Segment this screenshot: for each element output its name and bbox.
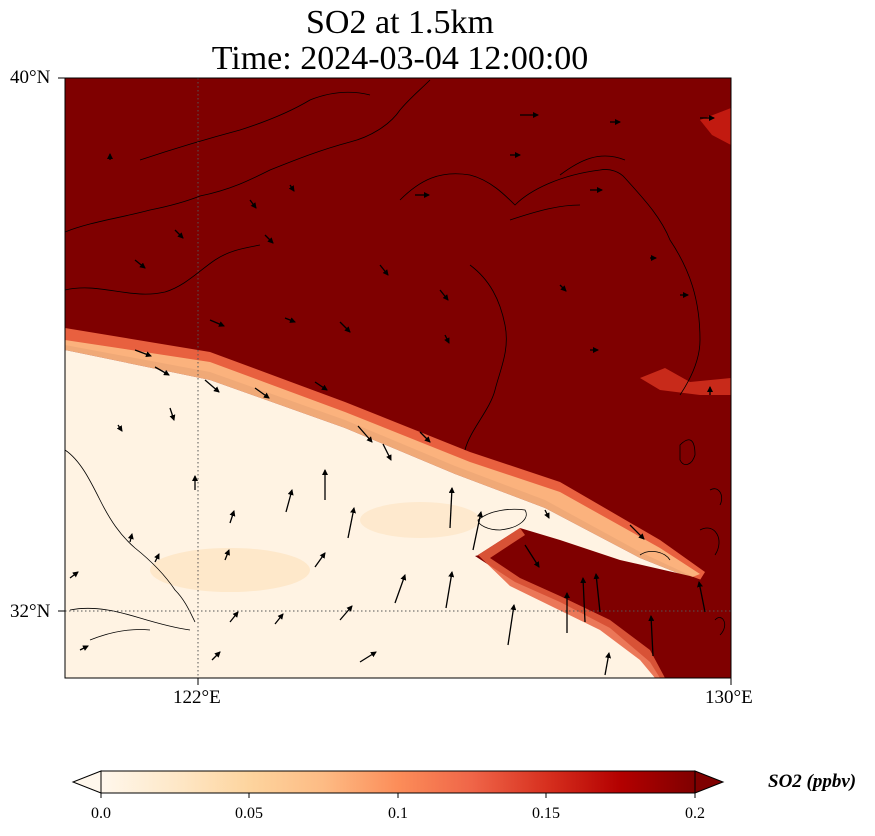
coastlines — [65, 79, 726, 641]
colorbar-tick-label: 0.2 — [685, 805, 705, 822]
so2-patch — [700, 108, 731, 145]
wind-arrow — [285, 489, 294, 513]
wind-arrow — [254, 387, 270, 399]
map-title-line1: SO2 at 1.5km — [306, 4, 494, 41]
wind-arrow — [507, 604, 517, 646]
map-frame — [64, 77, 732, 679]
wind-arrow — [444, 334, 450, 344]
wind-arrow — [697, 581, 706, 613]
wind-arrow — [274, 613, 284, 625]
wind-arrow — [604, 652, 612, 676]
wind-arrow — [439, 289, 449, 301]
wind-arrow — [339, 605, 353, 621]
wind-arrow — [154, 553, 160, 563]
wind-arrow — [229, 510, 236, 524]
colorbar-gradient — [101, 771, 695, 793]
wind-arrow — [648, 615, 655, 657]
wind-arrow — [116, 424, 123, 432]
wind-arrow — [593, 573, 601, 613]
so2-faint-patch — [150, 548, 310, 592]
lon-label-122e: 122°E — [173, 687, 221, 708]
wind-arrow — [229, 611, 239, 623]
wind-arrow — [382, 443, 392, 461]
wind-arrow — [347, 507, 356, 539]
wind-arrow — [127, 533, 134, 543]
wind-arrow — [264, 234, 274, 244]
wind-arrow — [174, 229, 184, 239]
wind-arrow — [249, 199, 257, 209]
lat-label-40n: 40°N — [10, 67, 51, 88]
wind-arrow — [154, 366, 170, 376]
colorbar-extend-min — [71, 770, 102, 794]
colorbar-tick-label: 0.05 — [235, 805, 263, 822]
wind-arrow — [445, 571, 455, 609]
wind-arrow — [211, 651, 221, 661]
so2-tongue-edge — [478, 528, 665, 678]
wind-arrow — [544, 509, 550, 519]
wind-arrow — [169, 407, 176, 421]
wind-arrow — [379, 264, 389, 276]
lat-label-32n: 32°N — [10, 601, 51, 622]
wind-arrow — [339, 321, 351, 333]
wind-arrow — [314, 381, 328, 391]
wind-arrow — [134, 349, 152, 358]
wind-arrow — [224, 549, 230, 561]
colorbar-extend-max — [694, 770, 725, 794]
lon-label-130e: 130°E — [705, 687, 753, 708]
wind-arrow — [288, 184, 295, 192]
colorbar-tick-label: 0.1 — [388, 805, 408, 822]
wind-arrow — [69, 571, 79, 579]
so2-faint-patch — [360, 502, 480, 538]
wind-arrow — [209, 319, 225, 327]
map-title-line2: Time: 2024-03-04 12:00:00 — [211, 40, 589, 77]
so2-high-tongue — [478, 528, 731, 678]
wind-arrow — [419, 431, 431, 443]
map-panel — [65, 78, 731, 678]
wind-arrow — [580, 577, 587, 623]
wind-arrow — [359, 651, 377, 663]
wind-arrow — [524, 544, 540, 568]
wind-arrow — [448, 487, 455, 529]
colorbar — [71, 770, 725, 798]
wind-vectors — [69, 112, 715, 676]
wind-arrow — [284, 317, 296, 323]
wind-arrow — [629, 524, 645, 540]
wind-arrow — [559, 284, 567, 292]
colorbar-tick-label: 0.0 — [91, 805, 111, 822]
wind-arrow — [394, 574, 407, 604]
wind-arrow — [79, 645, 89, 651]
wind-arrow — [134, 259, 146, 269]
colorbar-tick-label: 0.15 — [532, 805, 560, 822]
wind-arrow — [357, 425, 373, 443]
wind-arrow — [314, 552, 326, 568]
so2-gradient-band-light — [65, 340, 700, 578]
wind-arrow — [204, 379, 220, 393]
colorbar-title: SO2 (ppbv) — [768, 771, 857, 792]
wind-arrow — [472, 511, 483, 551]
